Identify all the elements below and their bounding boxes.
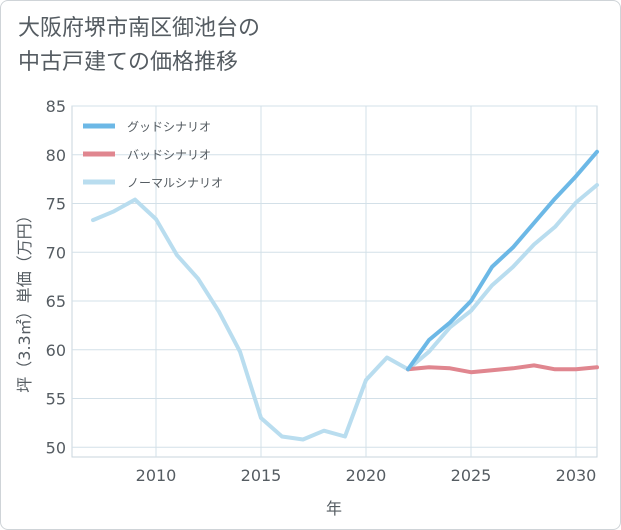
- x-axis-title: 年: [326, 499, 342, 518]
- grid: [72, 105, 597, 457]
- chart-title-line-2: 中古戸建ての価格推移: [18, 50, 239, 75]
- chart-title-line-1: 大阪府堺市南区御池台の: [18, 16, 261, 41]
- series-line-normal: [91, 183, 599, 442]
- y-tick-label-70: 70: [46, 243, 66, 262]
- series-line-bad: [406, 363, 599, 375]
- chart-title: 大阪府堺市南区御池台の 中古戸建ての価格推移: [18, 12, 260, 80]
- y-tick-label-65: 65: [46, 292, 66, 311]
- x-tick-label-2015: 2015: [241, 466, 282, 485]
- legend-label-normal: ノーマルシナリオ: [127, 176, 223, 190]
- y-tick-label-80: 80: [46, 146, 66, 165]
- series-lines: [91, 149, 599, 442]
- y-tick-label-55: 55: [46, 390, 66, 409]
- series-line-good: [406, 149, 599, 372]
- y-tick-label-85: 85: [46, 97, 66, 116]
- y-tick-label-50: 50: [46, 438, 66, 457]
- x-tick-label-2020: 2020: [346, 466, 387, 485]
- y-tick-label-60: 60: [46, 341, 66, 360]
- x-tick-label-2010: 2010: [136, 466, 177, 485]
- axis-ticks: 50 55 60 65 70 75 80 85 2010 2015 2020 2025 2030: [46, 97, 597, 485]
- legend-label-bad: バッドシナリオ: [127, 148, 211, 162]
- legend-label-good: グッドシナリオ: [127, 120, 211, 134]
- x-tick-label-2025: 2025: [451, 466, 492, 485]
- x-tick-label-2030: 2030: [556, 466, 597, 485]
- y-axis-title: 坪（3.3㎡）単価（万円）: [15, 207, 34, 392]
- y-tick-label-75: 75: [46, 195, 66, 214]
